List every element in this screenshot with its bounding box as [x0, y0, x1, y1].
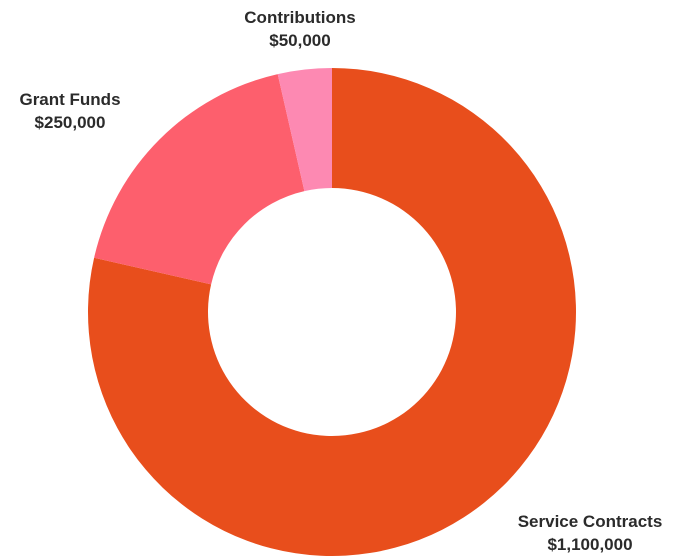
label-service-contracts: Service Contracts $1,100,000 [495, 510, 685, 556]
label-grant-funds: Grant Funds $250,000 [0, 88, 140, 134]
slice-grant-funds [94, 74, 305, 285]
slice-contributions [277, 68, 332, 192]
slice-service-contracts [88, 68, 577, 557]
label-grant-funds-value: $250,000 [34, 113, 106, 132]
label-grant-funds-name: Grant Funds [19, 90, 121, 109]
label-contributions-value: $50,000 [269, 31, 331, 50]
label-service-contracts-name: Service Contracts [517, 512, 663, 531]
label-contributions-name: Contributions [244, 8, 356, 27]
label-contributions: Contributions $50,000 [200, 6, 400, 52]
label-service-contracts-value: $1,100,000 [547, 535, 633, 554]
